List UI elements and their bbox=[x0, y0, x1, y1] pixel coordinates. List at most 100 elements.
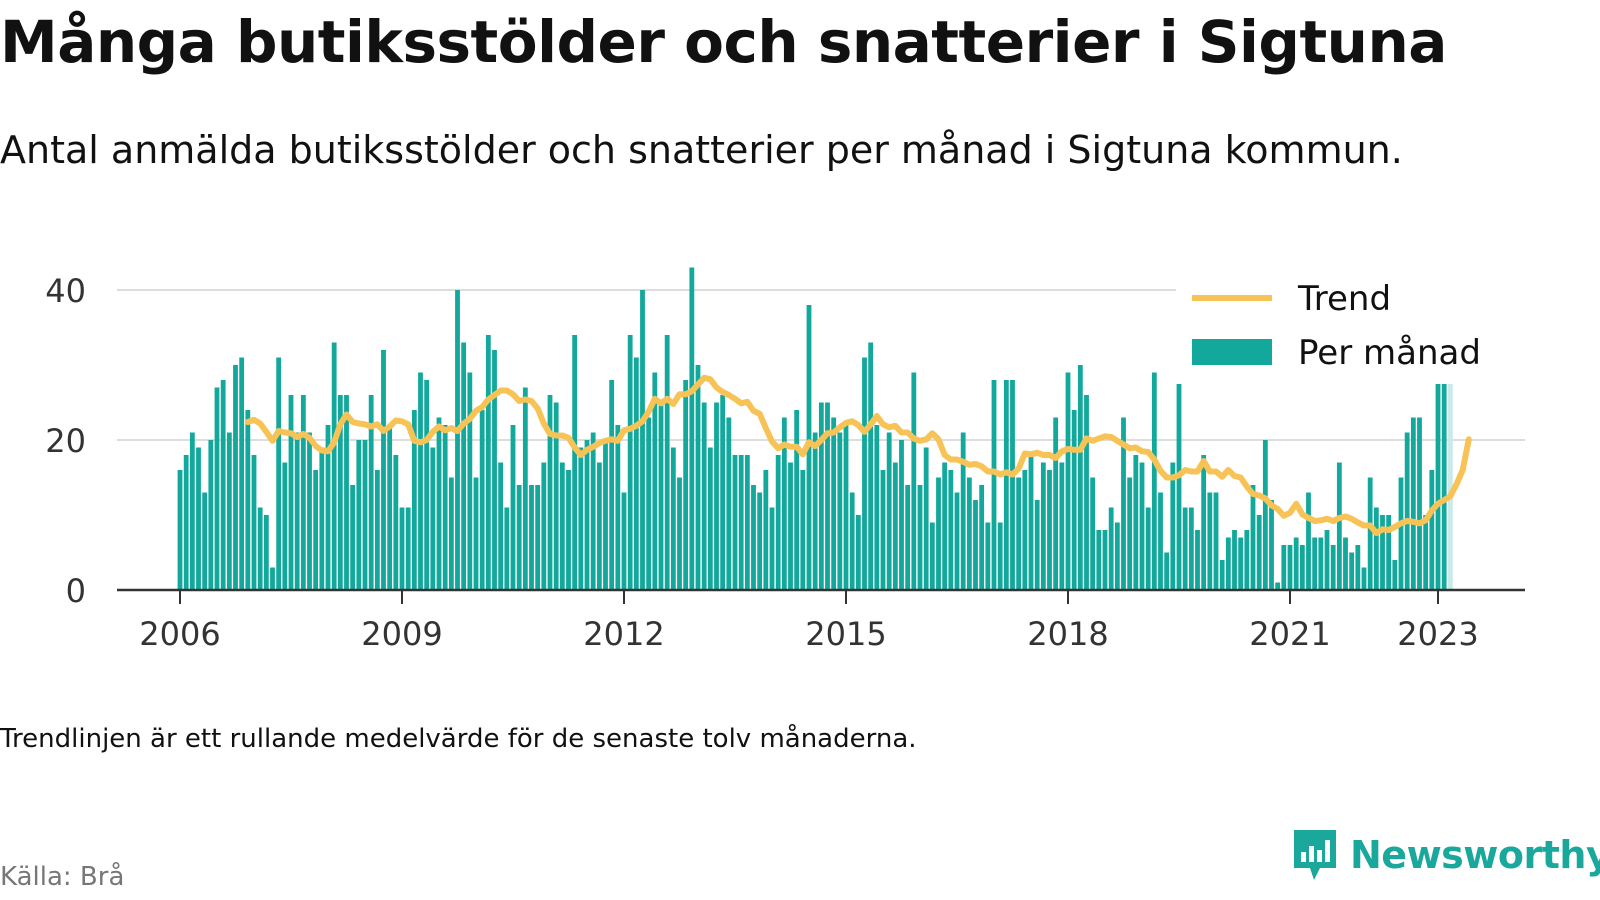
bar bbox=[695, 365, 701, 590]
legend-trend-label: Trend bbox=[1297, 279, 1391, 319]
bar bbox=[942, 462, 948, 590]
bar bbox=[1219, 560, 1225, 590]
bar bbox=[239, 357, 245, 590]
bar bbox=[1398, 477, 1404, 590]
bar bbox=[973, 500, 978, 590]
x-tick-label: 2006 bbox=[139, 615, 220, 653]
bar bbox=[276, 357, 282, 590]
bar bbox=[1441, 380, 1447, 590]
brand-logo[interactable]: Newsworthy bbox=[1290, 828, 1600, 882]
bar bbox=[1151, 372, 1157, 590]
bar bbox=[1244, 530, 1250, 590]
bar bbox=[701, 402, 707, 590]
bar bbox=[775, 455, 781, 590]
bar bbox=[263, 515, 269, 590]
x-tick-label: 2018 bbox=[1027, 615, 1108, 653]
bar bbox=[948, 470, 954, 590]
bar bbox=[1121, 417, 1126, 590]
bar bbox=[1084, 395, 1089, 590]
x-tick-label: 2012 bbox=[583, 615, 664, 653]
bar bbox=[541, 462, 547, 590]
bar bbox=[1071, 410, 1077, 590]
bar bbox=[1380, 515, 1385, 590]
bar bbox=[677, 477, 682, 590]
bar bbox=[886, 432, 892, 590]
bar bbox=[707, 447, 713, 590]
bar bbox=[862, 357, 867, 590]
bar bbox=[1306, 492, 1311, 590]
bar bbox=[788, 462, 793, 590]
bar bbox=[1417, 417, 1422, 590]
bar bbox=[812, 432, 818, 590]
bar bbox=[399, 507, 405, 590]
bar bbox=[516, 485, 522, 590]
bar bbox=[578, 447, 584, 590]
y-tick-label: 0 bbox=[66, 572, 86, 610]
bar bbox=[1133, 455, 1139, 590]
bar bbox=[1355, 545, 1361, 590]
bar bbox=[1188, 507, 1194, 590]
bar bbox=[220, 380, 226, 590]
bar bbox=[1114, 522, 1120, 590]
x-tick-label: 2015 bbox=[805, 615, 886, 653]
bar bbox=[781, 417, 787, 590]
trend-line bbox=[244, 374, 1472, 536]
bar bbox=[1139, 462, 1145, 590]
bar bbox=[1077, 365, 1083, 590]
bar bbox=[183, 455, 189, 590]
bar bbox=[1312, 537, 1318, 590]
bar bbox=[1158, 492, 1163, 590]
bar bbox=[566, 470, 571, 590]
chart: 2006 2009 2012 2015 2018 2021 2023 0 20 40 Trend… bbox=[45, 267, 1525, 653]
bar bbox=[1330, 545, 1336, 590]
bar bbox=[325, 425, 331, 590]
bar bbox=[467, 372, 473, 590]
bar bbox=[294, 432, 300, 590]
bar bbox=[714, 402, 719, 590]
bar bbox=[1269, 500, 1274, 590]
bar bbox=[979, 485, 985, 590]
bar bbox=[794, 410, 800, 590]
x-tick-label: 2023 bbox=[1397, 615, 1478, 653]
bar bbox=[430, 447, 436, 590]
bar bbox=[917, 485, 923, 590]
bar bbox=[288, 395, 294, 590]
bar bbox=[800, 470, 806, 590]
bar bbox=[1170, 462, 1176, 590]
bar bbox=[831, 417, 837, 590]
bar bbox=[1195, 530, 1200, 590]
bar bbox=[1065, 372, 1071, 590]
bar bbox=[424, 380, 430, 590]
bar bbox=[572, 335, 578, 590]
bar bbox=[664, 335, 670, 590]
newsworthy-logo-icon bbox=[1294, 830, 1336, 880]
legend-bars-swatch bbox=[1192, 339, 1272, 365]
bar bbox=[1324, 530, 1330, 590]
bar bbox=[652, 372, 658, 590]
bar bbox=[387, 425, 393, 590]
bar bbox=[929, 522, 935, 590]
bar bbox=[510, 425, 516, 590]
bar bbox=[683, 380, 689, 590]
bar bbox=[1299, 545, 1305, 590]
bar bbox=[1016, 477, 1022, 590]
bar bbox=[374, 470, 380, 590]
bar bbox=[584, 440, 590, 590]
bar bbox=[825, 402, 830, 590]
bar bbox=[670, 447, 676, 590]
bar bbox=[751, 485, 756, 590]
bar bbox=[1034, 500, 1040, 590]
bar bbox=[270, 567, 275, 590]
bar bbox=[997, 522, 1003, 590]
bars-per-month bbox=[177, 267, 1453, 590]
bar bbox=[1343, 537, 1348, 590]
bar bbox=[960, 432, 966, 590]
bar bbox=[1003, 380, 1009, 590]
bar bbox=[319, 447, 325, 590]
brand-name: Newsworthy bbox=[1350, 833, 1600, 877]
bar bbox=[405, 507, 411, 590]
bar bbox=[189, 432, 195, 590]
legend-bars-label: Per månad bbox=[1298, 333, 1481, 373]
bar bbox=[485, 335, 491, 590]
bar bbox=[923, 447, 929, 590]
